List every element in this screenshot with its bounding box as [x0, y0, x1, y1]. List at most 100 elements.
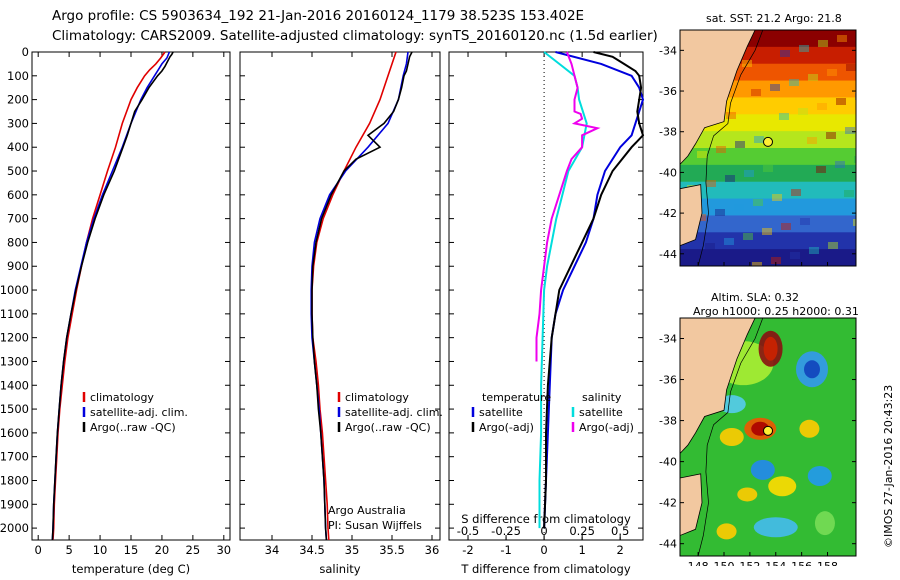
- temperature-legend-label: Argo(..raw -QC): [90, 421, 176, 434]
- S-diff-tick-label: -0.25: [491, 524, 521, 538]
- isobath: [697, 318, 764, 556]
- difference-series-2: [543, 51, 645, 529]
- depth-tick-label: 1400: [0, 378, 29, 392]
- argo-position-marker: [763, 425, 773, 436]
- difference-legend-T-label: satellite: [479, 406, 523, 419]
- sst-map-field: [680, 30, 856, 266]
- difference-legend-S-label: Argo(-adj): [579, 421, 634, 434]
- depth-tick-label: 1200: [0, 331, 29, 345]
- temperature-series-3: [51, 51, 174, 541]
- sla-lon-tick-label: 150: [714, 560, 735, 566]
- temperature-tick-label: 30: [216, 543, 231, 557]
- salinity-xlabel: salinity: [319, 562, 360, 576]
- depth-tick-label: 1000: [0, 283, 29, 297]
- difference-legend-T-label: Argo(-adj): [479, 421, 534, 434]
- salinity-annotation-line1: Argo Australia: [328, 504, 406, 517]
- argo-position-marker: [763, 136, 773, 147]
- land-mainland: [680, 318, 756, 454]
- temperature-tick-label: 25: [186, 543, 201, 557]
- difference-panel: -2 -1 0 1 2 -0.5 -0.25 0 0.25 0.5S difference fro…: [448, 51, 645, 576]
- depth-tick-label: 0: [22, 45, 29, 59]
- depth-tick-label: 200: [7, 93, 29, 107]
- salinity-legend-label: Argo(..raw -QC): [345, 421, 431, 434]
- sla-lon-tick-label: 156: [791, 560, 812, 566]
- salinity-legend-label: climatology: [345, 391, 409, 404]
- temperature-legend-label: climatology: [90, 391, 154, 404]
- depth-tick-label: 800: [7, 235, 29, 249]
- S-diff-tick-label: -0.5: [457, 524, 479, 538]
- S-diff-tick-label: 0.5: [611, 524, 629, 538]
- depth-tick-label: 1300: [0, 354, 29, 368]
- salinity-legend-label: satellite-adj. clim.: [345, 406, 443, 419]
- sst-lat-tick-label: -38: [659, 126, 677, 139]
- depth-tick-label: 100: [7, 69, 29, 83]
- sla-map-field: [680, 318, 856, 556]
- sla-lat-tick-label: -34: [659, 333, 677, 346]
- difference-series-4: [535, 51, 601, 362]
- sla-lon-tick-label: 148: [688, 560, 709, 566]
- figure-title-line2: Climatology: CARS2009. Satellite-adjuste…: [52, 28, 658, 44]
- temperature-tick-label: 15: [124, 543, 139, 557]
- T-diff-tick-label: -2: [462, 543, 473, 557]
- temperature-panel: 0100200300400500600700800900100011001200…: [0, 45, 231, 576]
- temperature-tick-label: 5: [65, 543, 72, 557]
- sla-map: -34 -36 -38 -40 -42 -44 148 150 152 154 156 158: [659, 317, 857, 566]
- sla-map-title-line1: Altim. SLA: 0.32: [711, 291, 800, 304]
- salinity-tick-label: 36: [425, 543, 440, 557]
- sla-lat-tick-label: -38: [659, 415, 677, 428]
- depth-tick-label: 1600: [0, 426, 29, 440]
- salinity-tick-label: 34: [265, 543, 280, 557]
- legend-temperature-title: temperature: [482, 391, 551, 404]
- land-mainland: [680, 30, 756, 165]
- depth-tick-label: 1900: [0, 497, 29, 511]
- depth-tick-label: 1100: [0, 307, 29, 321]
- sst-lat-tick-label: -40: [659, 166, 677, 179]
- temperature-tick-label: 20: [155, 543, 170, 557]
- sst-map-title: sat. SST: 21.2 Argo: 21.8: [706, 12, 842, 25]
- salinity-series-3: [311, 51, 413, 541]
- depth-tick-label: 700: [7, 212, 29, 226]
- imos-credit: ©IMOS 27-Jan-2016 20:43:23: [882, 384, 895, 548]
- depth-tick-label: 2000: [0, 521, 29, 535]
- depth-tick-label: 600: [7, 188, 29, 202]
- salinity-tick-label: 35.5: [379, 543, 405, 557]
- sla-lon-tick-label: 152: [739, 560, 760, 566]
- salinity-tick-label: 34.5: [299, 543, 325, 557]
- temperature-tick-label: 10: [93, 543, 108, 557]
- sla-lon-tick-label: 154: [765, 560, 786, 566]
- T-diff-xlabel: T difference from climatology: [460, 562, 631, 576]
- T-diff-tick-label: 1: [578, 543, 585, 557]
- depth-tick-label: 300: [7, 116, 29, 130]
- salinity-axes: [239, 51, 441, 541]
- T-diff-tick-label: 0: [540, 543, 547, 557]
- sla-lon-tick-label: 158: [817, 560, 838, 566]
- sla-lat-tick-label: -36: [659, 374, 677, 387]
- S-diff-tick-label: 0.25: [569, 524, 595, 538]
- salinity-tick-label: 35: [345, 543, 360, 557]
- sst-lat-tick-label: -42: [659, 207, 677, 220]
- sla-map-frame: [679, 317, 857, 557]
- S-diff-xlabel: S difference from climatology: [461, 512, 631, 526]
- sla-lat-tick-label: -42: [659, 497, 677, 510]
- depth-tick-label: 400: [7, 140, 29, 154]
- land-tasmania: [680, 184, 703, 247]
- depth-tick-label: 1800: [0, 473, 29, 487]
- sla-map-title-line2: Argo h1000: 0.25 h2000: 0.31: [693, 305, 859, 318]
- T-diff-tick-label: 2: [617, 543, 624, 557]
- temperature-axes: [31, 51, 231, 541]
- depth-tick-label: 500: [7, 164, 29, 178]
- difference-legend-S-label: satellite: [579, 406, 623, 419]
- depth-tick-label: 1500: [0, 402, 29, 416]
- sla-lat-tick-label: -44: [659, 538, 677, 551]
- sst-lat-tick-label: -34: [659, 44, 677, 57]
- sst-map: -34-36-38-40-42-44148150152154156158: [659, 29, 857, 267]
- legend-salinity-title: salinity: [582, 391, 622, 404]
- temperature-legend-label: satellite-adj. clim.: [90, 406, 188, 419]
- salinity-annotation-line2: PI: Susan Wijffels: [328, 519, 422, 532]
- depth-tick-label: 1700: [0, 450, 29, 464]
- sst-lat-tick-label: -36: [659, 85, 677, 98]
- isobath: [697, 30, 764, 266]
- temperature-xlabel: temperature (deg C): [72, 562, 190, 576]
- sst-lat-tick-label: -44: [659, 248, 677, 261]
